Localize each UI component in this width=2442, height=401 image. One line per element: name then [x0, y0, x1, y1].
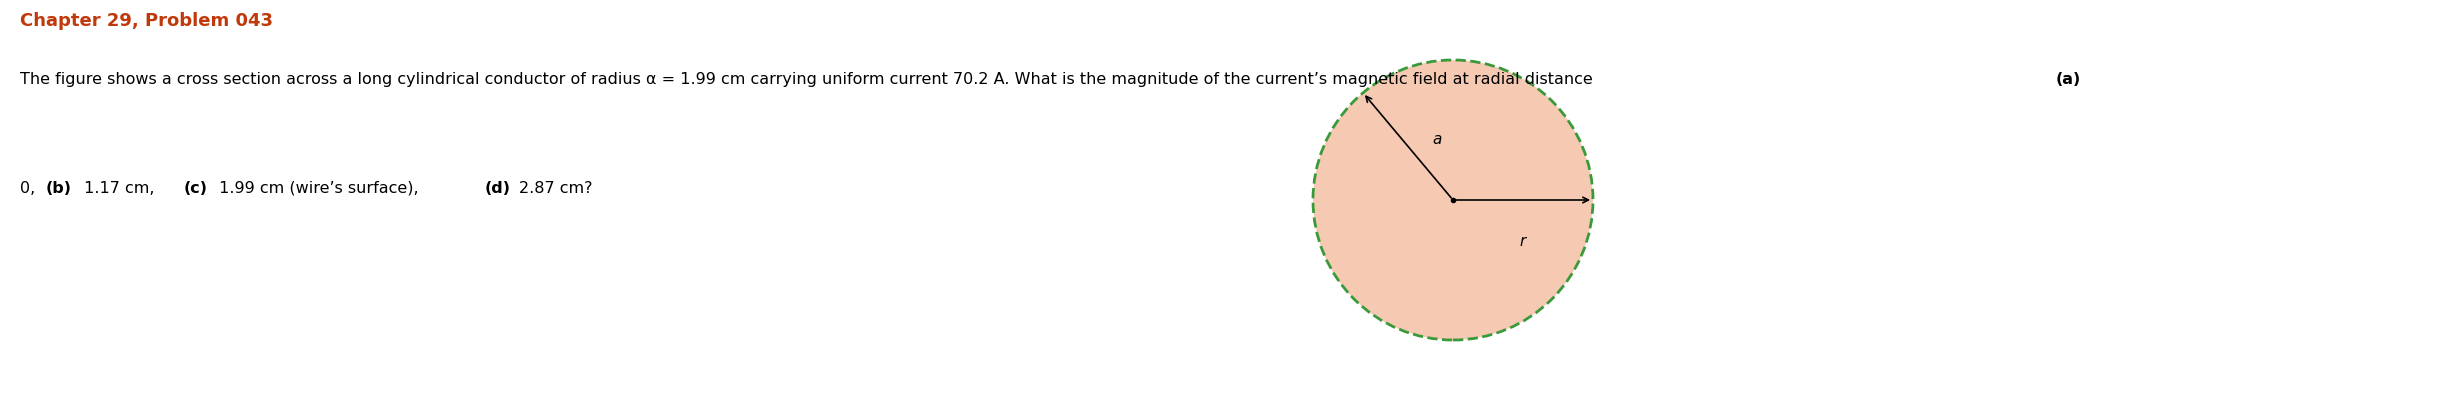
Text: The figure shows a cross section across a long cylindrical conductor of radius α: The figure shows a cross section across …: [20, 72, 1597, 87]
Text: r: r: [1519, 233, 1526, 248]
Text: (c): (c): [183, 180, 208, 195]
Text: 2.87 cm?: 2.87 cm?: [518, 180, 591, 195]
Text: Chapter 29, Problem 043: Chapter 29, Problem 043: [20, 12, 274, 30]
Text: 0,: 0,: [20, 180, 39, 195]
Ellipse shape: [1314, 61, 1592, 340]
Text: 1.17 cm,: 1.17 cm,: [81, 180, 161, 195]
Text: (b): (b): [46, 180, 71, 195]
Text: 1.99 cm (wire’s surface),: 1.99 cm (wire’s surface),: [215, 180, 425, 195]
Text: (a): (a): [2056, 72, 2081, 87]
Text: a: a: [1433, 132, 1441, 146]
Text: (d): (d): [486, 180, 510, 195]
